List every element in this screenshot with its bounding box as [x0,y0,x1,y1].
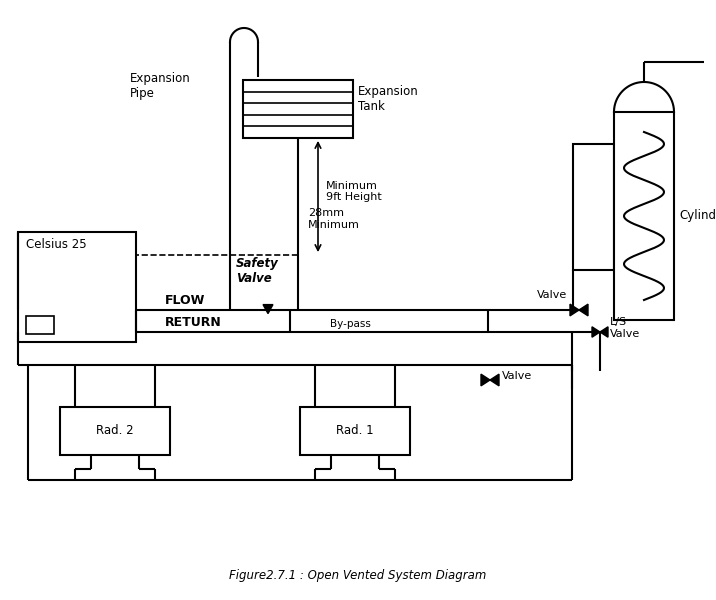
Text: Celsius 25: Celsius 25 [26,238,87,251]
Bar [573,144,614,270]
Polygon shape [263,305,273,314]
Text: Valve: Valve [537,290,567,300]
Text: Expansion
Pipe: Expansion Pipe [130,72,190,100]
Text: Cylinder: Cylinder [679,209,716,223]
Text: RETURN: RETURN [165,316,222,329]
Polygon shape [570,304,579,316]
Polygon shape [600,327,608,337]
Polygon shape [579,304,588,316]
Text: Expansion
Tank: Expansion Tank [358,85,419,113]
Bar [60,407,170,455]
Bar [300,407,410,455]
Text: L/S
Valve: L/S Valve [610,317,640,339]
Bar [243,80,353,138]
Text: Valve: Valve [502,371,532,381]
Bar [614,112,674,320]
Polygon shape [490,374,499,386]
Text: By-pass: By-pass [330,319,371,329]
Bar [18,232,136,342]
Polygon shape [592,327,600,337]
Bar [26,316,54,334]
Text: Minimum
9ft Height: Minimum 9ft Height [326,181,382,202]
Text: Rad. 2: Rad. 2 [96,425,134,437]
Text: Figure2.7.1 : Open Vented System Diagram: Figure2.7.1 : Open Vented System Diagram [229,569,487,582]
Text: Rad. 1: Rad. 1 [337,425,374,437]
Text: FLOW: FLOW [165,294,205,307]
Polygon shape [481,374,490,386]
Text: Safety
Valve: Safety Valve [236,257,279,285]
Text: 28mm
Minimum: 28mm Minimum [308,208,360,230]
